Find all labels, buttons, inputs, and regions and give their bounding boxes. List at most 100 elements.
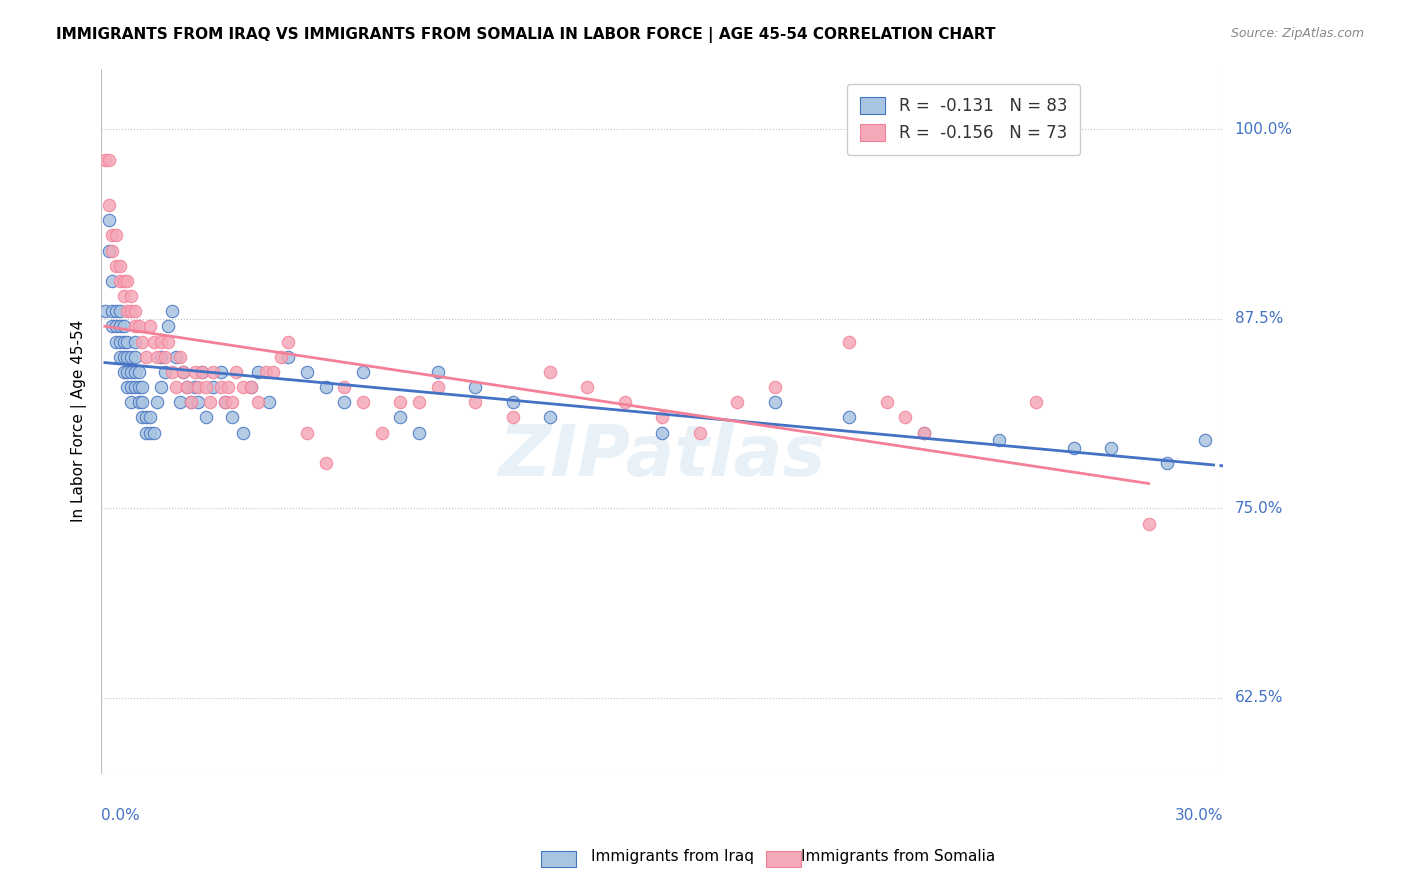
Point: [1099, 441, 1122, 455]
Point: [502, 395, 524, 409]
Point: [97, 153, 120, 167]
Point: [108, 274, 131, 288]
Point: [426, 365, 449, 379]
Text: IMMIGRANTS FROM IRAQ VS IMMIGRANTS FROM SOMALIA IN LABOR FORCE | AGE 45-54 CORRE: IMMIGRANTS FROM IRAQ VS IMMIGRANTS FROM …: [56, 27, 995, 43]
Point: [139, 410, 162, 425]
Text: 100.0%: 100.0%: [1234, 121, 1292, 136]
Point: [105, 334, 128, 349]
Point: [131, 395, 153, 409]
Point: [217, 380, 239, 394]
Point: [142, 334, 165, 349]
Point: [651, 410, 673, 425]
Point: [124, 319, 146, 334]
Text: Source: ZipAtlas.com: Source: ZipAtlas.com: [1230, 27, 1364, 40]
Point: [105, 304, 128, 318]
Point: [101, 319, 124, 334]
Point: [94, 304, 117, 318]
Point: [128, 319, 150, 334]
Point: [389, 395, 412, 409]
Point: [112, 350, 135, 364]
Point: [538, 410, 561, 425]
Point: [124, 350, 146, 364]
Point: [198, 395, 221, 409]
Point: [502, 410, 524, 425]
Point: [315, 380, 337, 394]
Point: [295, 425, 318, 440]
Point: [101, 244, 124, 258]
Point: [128, 380, 150, 394]
Point: [124, 365, 146, 379]
Point: [101, 274, 124, 288]
Point: [876, 395, 898, 409]
Point: [112, 365, 135, 379]
Point: [165, 350, 187, 364]
Point: [112, 274, 135, 288]
Y-axis label: In Labor Force | Age 45-54: In Labor Force | Age 45-54: [72, 320, 87, 522]
Point: [1137, 516, 1160, 531]
Point: [187, 380, 209, 394]
Text: 62.5%: 62.5%: [1234, 690, 1284, 706]
Point: [1063, 441, 1085, 455]
Point: [120, 304, 142, 318]
Point: [209, 365, 232, 379]
Text: 30.0%: 30.0%: [1175, 808, 1223, 823]
Point: [259, 395, 281, 409]
Point: [157, 334, 180, 349]
Point: [117, 380, 139, 394]
Point: [912, 425, 935, 440]
Point: [194, 410, 217, 425]
Point: [131, 380, 153, 394]
Point: [315, 456, 337, 470]
Text: 75.0%: 75.0%: [1234, 500, 1282, 516]
Point: [117, 365, 139, 379]
Point: [97, 213, 120, 227]
Point: [120, 380, 142, 394]
Point: [135, 350, 157, 364]
Point: [262, 365, 284, 379]
Point: [169, 350, 191, 364]
Point: [191, 365, 214, 379]
Point: [139, 319, 162, 334]
Point: [180, 395, 202, 409]
Point: [408, 395, 430, 409]
Point: [105, 319, 128, 334]
Point: [254, 365, 277, 379]
Point: [838, 410, 860, 425]
Point: [912, 425, 935, 440]
Point: [988, 433, 1011, 447]
Point: [1194, 433, 1216, 447]
Point: [763, 395, 786, 409]
Point: [894, 410, 917, 425]
Point: [150, 350, 173, 364]
Text: 0.0%: 0.0%: [101, 808, 139, 823]
Text: 87.5%: 87.5%: [1234, 311, 1282, 326]
Point: [426, 380, 449, 394]
Point: [117, 334, 139, 349]
Point: [157, 319, 180, 334]
Point: [135, 425, 157, 440]
Point: [221, 410, 243, 425]
Point: [214, 395, 236, 409]
Point: [180, 395, 202, 409]
Point: [112, 334, 135, 349]
Point: [221, 395, 243, 409]
Point: [112, 289, 135, 303]
Point: [763, 380, 786, 394]
Point: [101, 304, 124, 318]
Point: [214, 395, 236, 409]
Point: [139, 425, 162, 440]
Point: [176, 380, 198, 394]
Point: [202, 380, 225, 394]
Point: [124, 304, 146, 318]
Text: Immigrants from Iraq: Immigrants from Iraq: [591, 849, 754, 863]
Point: [613, 395, 636, 409]
Point: [108, 319, 131, 334]
Point: [538, 365, 561, 379]
Point: [117, 350, 139, 364]
Point: [389, 410, 412, 425]
Point: [160, 365, 183, 379]
Point: [225, 365, 247, 379]
Point: [108, 334, 131, 349]
Point: [247, 395, 270, 409]
Point: [120, 365, 142, 379]
